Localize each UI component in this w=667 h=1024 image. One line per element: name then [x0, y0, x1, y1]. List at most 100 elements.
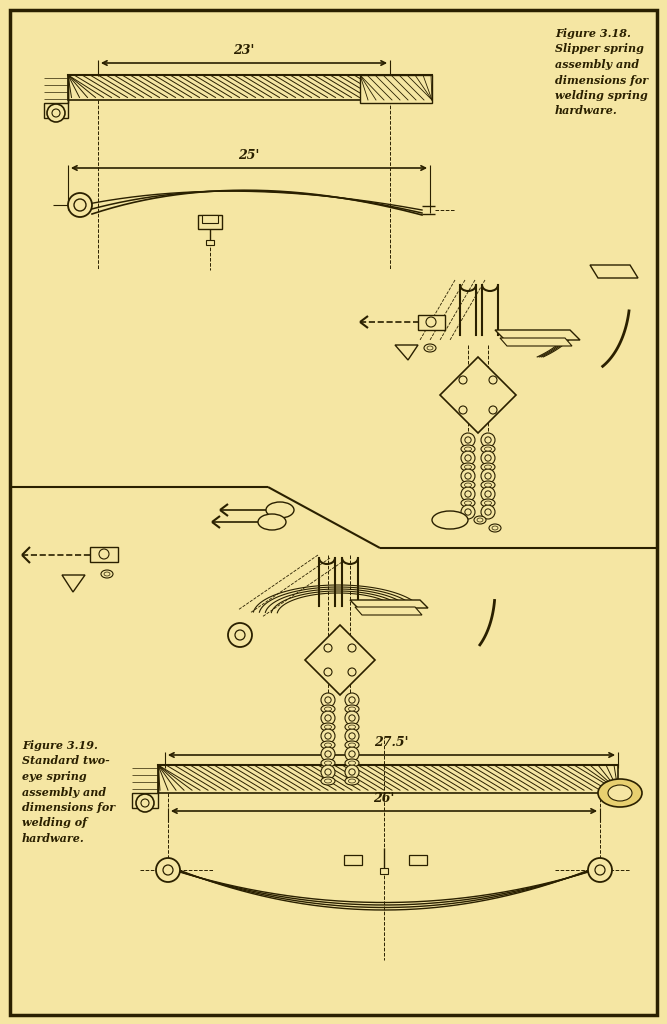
Polygon shape — [395, 345, 418, 360]
Circle shape — [324, 668, 332, 676]
Circle shape — [465, 455, 471, 461]
Circle shape — [141, 799, 149, 807]
Ellipse shape — [474, 516, 486, 524]
Ellipse shape — [325, 707, 331, 711]
Ellipse shape — [101, 570, 113, 578]
Circle shape — [485, 490, 491, 497]
Ellipse shape — [348, 779, 356, 783]
Polygon shape — [440, 357, 516, 433]
Ellipse shape — [424, 344, 436, 352]
Ellipse shape — [325, 743, 331, 746]
Circle shape — [465, 490, 471, 497]
Ellipse shape — [481, 463, 495, 471]
Ellipse shape — [348, 743, 356, 746]
Circle shape — [349, 715, 355, 721]
Text: 26': 26' — [374, 792, 395, 805]
Ellipse shape — [345, 777, 359, 785]
Circle shape — [228, 623, 252, 647]
Circle shape — [465, 437, 471, 443]
Circle shape — [485, 473, 491, 479]
Polygon shape — [360, 75, 432, 103]
Ellipse shape — [321, 777, 335, 785]
Circle shape — [481, 487, 495, 501]
Ellipse shape — [477, 518, 483, 522]
Circle shape — [235, 630, 245, 640]
Text: Figure 3.18.
Slipper spring
assembly and
dimensions for
welding spring
hardware.: Figure 3.18. Slipper spring assembly and… — [555, 28, 648, 117]
Circle shape — [345, 729, 359, 743]
Circle shape — [481, 433, 495, 447]
Ellipse shape — [484, 483, 492, 487]
Circle shape — [324, 644, 332, 652]
Ellipse shape — [321, 705, 335, 713]
Circle shape — [485, 455, 491, 461]
Circle shape — [345, 711, 359, 725]
Bar — [68, 75, 432, 100]
Polygon shape — [132, 765, 158, 808]
Circle shape — [321, 693, 335, 707]
Text: Figure 3.19.
Standard two-
eye spring
assembly and
dimensions for
welding of
har: Figure 3.19. Standard two- eye spring as… — [22, 740, 115, 844]
Circle shape — [325, 733, 331, 739]
Circle shape — [461, 505, 475, 519]
Ellipse shape — [461, 463, 475, 471]
Bar — [202, 215, 218, 223]
Ellipse shape — [464, 447, 472, 451]
Circle shape — [461, 451, 475, 465]
Circle shape — [321, 765, 335, 779]
Polygon shape — [500, 338, 572, 346]
Ellipse shape — [484, 501, 492, 505]
Circle shape — [461, 433, 475, 447]
Circle shape — [325, 715, 331, 721]
Ellipse shape — [489, 524, 501, 532]
Circle shape — [465, 509, 471, 515]
Circle shape — [595, 865, 605, 874]
Circle shape — [461, 487, 475, 501]
Ellipse shape — [325, 779, 331, 783]
Ellipse shape — [481, 481, 495, 489]
Circle shape — [426, 317, 436, 327]
Circle shape — [345, 693, 359, 707]
Bar — [380, 868, 388, 874]
Circle shape — [348, 668, 356, 676]
Circle shape — [459, 376, 467, 384]
Ellipse shape — [461, 481, 475, 489]
Ellipse shape — [464, 483, 472, 487]
Circle shape — [481, 451, 495, 465]
Polygon shape — [355, 607, 422, 615]
Circle shape — [52, 109, 60, 117]
Circle shape — [136, 794, 154, 812]
Ellipse shape — [484, 465, 492, 469]
Bar — [158, 765, 618, 793]
Circle shape — [345, 746, 359, 761]
Ellipse shape — [608, 785, 632, 801]
Circle shape — [485, 509, 491, 515]
Circle shape — [348, 644, 356, 652]
Polygon shape — [418, 315, 445, 330]
Ellipse shape — [325, 761, 331, 765]
Polygon shape — [350, 600, 428, 608]
Ellipse shape — [348, 707, 356, 711]
Text: 25': 25' — [238, 150, 259, 162]
Text: 23': 23' — [233, 44, 255, 57]
Circle shape — [461, 469, 475, 483]
Circle shape — [481, 505, 495, 519]
Bar — [409, 855, 427, 865]
Ellipse shape — [266, 502, 294, 518]
Bar — [344, 855, 362, 865]
Polygon shape — [590, 265, 638, 278]
Text: 27.5': 27.5' — [374, 736, 409, 749]
Ellipse shape — [104, 572, 110, 575]
Circle shape — [321, 711, 335, 725]
Circle shape — [68, 193, 92, 217]
Circle shape — [481, 469, 495, 483]
Circle shape — [459, 406, 467, 414]
Circle shape — [325, 697, 331, 703]
Ellipse shape — [481, 445, 495, 453]
Circle shape — [349, 751, 355, 757]
Circle shape — [321, 746, 335, 761]
Ellipse shape — [345, 759, 359, 767]
Circle shape — [74, 199, 86, 211]
Circle shape — [489, 406, 497, 414]
Circle shape — [588, 858, 612, 882]
Ellipse shape — [481, 499, 495, 507]
Circle shape — [325, 769, 331, 775]
